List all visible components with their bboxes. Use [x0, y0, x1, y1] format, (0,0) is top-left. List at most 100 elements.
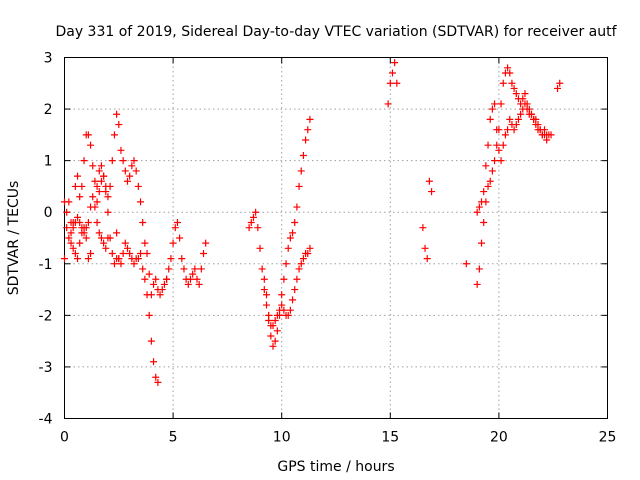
data-point: [271, 337, 279, 345]
data-point: [517, 100, 525, 108]
data-point: [113, 229, 121, 237]
data-point: [501, 131, 509, 139]
data-point: [504, 126, 512, 134]
data-point: [91, 203, 99, 211]
data-point: [95, 188, 103, 196]
data-point: [482, 162, 490, 170]
data-point: [97, 234, 105, 242]
data-point: [132, 167, 140, 175]
data-point: [91, 177, 99, 185]
data-point: [74, 172, 82, 180]
data-point: [541, 131, 549, 139]
data-point: [145, 270, 153, 278]
data-point: [508, 79, 516, 87]
data-point: [121, 167, 129, 175]
data-point: [273, 327, 281, 335]
series-trace-a-0-1.2h: [61, 198, 95, 263]
data-point: [202, 239, 210, 247]
data-point: [67, 229, 75, 237]
data-point: [180, 265, 188, 273]
data-point: [271, 317, 279, 325]
data-point: [186, 275, 194, 283]
data-point: [291, 286, 299, 294]
data-point: [386, 79, 394, 87]
data-point: [82, 224, 90, 232]
data-point: [115, 255, 123, 263]
data-point: [475, 203, 483, 211]
data-point: [254, 224, 262, 232]
chart-title: Day 331 of 2019, Sidereal Day-to-day VTE…: [55, 24, 617, 40]
data-point: [289, 229, 297, 237]
data-point: [126, 172, 134, 180]
data-point: [71, 182, 79, 190]
data-point: [141, 275, 149, 283]
data-point: [165, 265, 173, 273]
data-point: [134, 182, 142, 190]
data-point: [95, 229, 103, 237]
data-point: [532, 121, 540, 129]
data-point: [258, 265, 266, 273]
x-tick-label: 25: [599, 430, 617, 446]
data-point: [543, 136, 551, 144]
data-point: [106, 182, 114, 190]
data-point: [76, 219, 84, 227]
data-point: [527, 110, 535, 118]
data-point: [121, 239, 129, 247]
data-point: [297, 260, 305, 268]
data-point: [147, 337, 155, 345]
series-trace-d-1.5-4.7h: [93, 110, 171, 299]
data-point: [286, 306, 294, 314]
data-point: [488, 105, 496, 113]
data-point: [108, 249, 116, 257]
data-point: [71, 249, 79, 257]
data-point: [278, 301, 286, 309]
data-point: [284, 311, 292, 319]
data-point: [482, 198, 490, 206]
series-trace-c-0.3-2h: [67, 193, 112, 252]
data-point: [297, 167, 305, 175]
data-point: [169, 239, 177, 247]
data-point: [195, 280, 203, 288]
data-point: [191, 265, 199, 273]
tick-marks: [64, 57, 608, 419]
data-point: [119, 157, 127, 165]
data-point: [139, 219, 147, 227]
data-point: [475, 265, 483, 273]
data-point: [267, 332, 275, 340]
data-point: [506, 115, 514, 123]
data-point: [115, 121, 123, 129]
data-point: [488, 167, 496, 175]
data-point: [63, 208, 71, 216]
data-point: [295, 182, 303, 190]
data-point: [163, 275, 171, 283]
data-point: [497, 157, 505, 165]
data-point: [491, 157, 499, 165]
data-point: [495, 126, 503, 134]
data-point: [247, 219, 255, 227]
data-point: [519, 95, 527, 103]
data-point: [499, 141, 507, 149]
data-point: [295, 265, 303, 273]
data-point: [423, 255, 431, 263]
data-point: [269, 342, 277, 350]
data-point: [63, 224, 71, 232]
data-point: [126, 249, 134, 257]
data-point: [117, 146, 125, 154]
data-point: [510, 84, 518, 92]
data-point: [530, 115, 538, 123]
data-point: [278, 291, 286, 299]
data-point: [154, 378, 162, 386]
data-point: [158, 286, 166, 294]
data-point: [139, 265, 147, 273]
data-point: [89, 193, 97, 201]
data-point: [61, 255, 68, 263]
data-point: [176, 234, 184, 242]
data-point: [80, 229, 88, 237]
data-point: [273, 311, 281, 319]
data-point: [480, 188, 488, 196]
data-point: [462, 260, 470, 268]
data-point: [137, 249, 145, 257]
data-point: [514, 115, 522, 123]
data-point: [384, 100, 392, 108]
data-point: [65, 234, 73, 242]
